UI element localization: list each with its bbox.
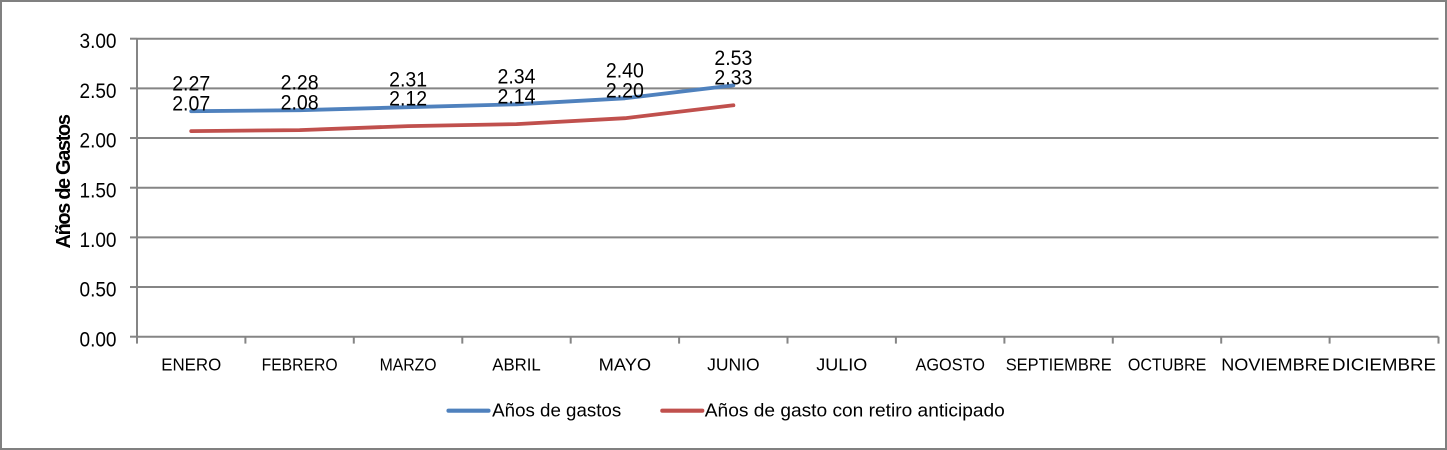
svg-text:Años de gasto con retiro antic: Años de gasto con retiro anticipado [705, 401, 1005, 421]
svg-text:ABRIL: ABRIL [492, 355, 541, 375]
svg-text:DICIEMBRE: DICIEMBRE [1332, 355, 1436, 375]
svg-text:SEPTIEMBRE: SEPTIEMBRE [1006, 355, 1112, 375]
svg-text:AGOSTO: AGOSTO [915, 355, 985, 375]
svg-text:OCTUBRE: OCTUBRE [1128, 355, 1207, 375]
svg-text:2.20: 2.20 [606, 78, 644, 103]
svg-text:JUNIO: JUNIO [707, 355, 760, 375]
svg-text:2.34: 2.34 [498, 64, 536, 89]
svg-text:ENERO: ENERO [161, 355, 221, 375]
svg-text:2.27: 2.27 [172, 71, 210, 96]
svg-text:FEBRERO: FEBRERO [262, 355, 338, 375]
svg-text:2.07: 2.07 [172, 91, 210, 116]
svg-text:NOVIEMBRE: NOVIEMBRE [1221, 355, 1330, 375]
svg-text:MAYO: MAYO [599, 355, 652, 375]
svg-text:2.14: 2.14 [498, 84, 536, 109]
svg-text:2.33: 2.33 [714, 65, 752, 90]
svg-text:Años de Gastos: Años de Gastos [53, 114, 75, 249]
svg-text:1.50: 1.50 [80, 179, 117, 202]
svg-text:2.40: 2.40 [606, 58, 644, 83]
svg-text:2.28: 2.28 [281, 70, 319, 95]
svg-text:1.00: 1.00 [80, 229, 117, 252]
svg-text:2.31: 2.31 [389, 67, 427, 92]
svg-text:0.50: 0.50 [80, 279, 117, 302]
svg-text:MARZO: MARZO [380, 355, 437, 375]
svg-text:3.00: 3.00 [80, 30, 117, 53]
svg-text:JULIO: JULIO [816, 355, 867, 375]
svg-text:0.00: 0.00 [80, 328, 117, 351]
svg-text:2.12: 2.12 [389, 86, 427, 111]
svg-text:Años de gastos: Años de gastos [492, 401, 621, 421]
svg-text:2.53: 2.53 [714, 45, 752, 70]
svg-text:2.00: 2.00 [80, 130, 117, 153]
svg-text:2.08: 2.08 [281, 90, 319, 115]
svg-text:2.50: 2.50 [80, 80, 117, 103]
